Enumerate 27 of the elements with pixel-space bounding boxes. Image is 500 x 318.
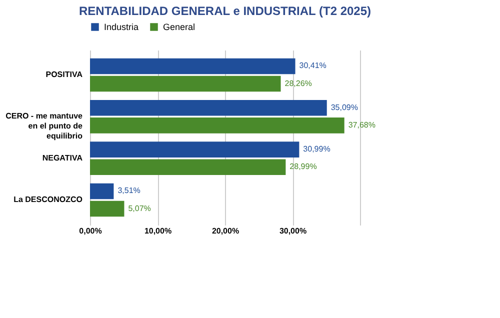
y-tick-label: POSITIVA (46, 70, 83, 79)
y-tick-label: La DESCONOZCO (14, 195, 82, 204)
chart-title: RENTABILIDAD GENERAL e INDUSTRIAL (T2 2025) (78, 4, 372, 18)
bar (90, 200, 124, 217)
data-label: 30,41% (299, 61, 326, 70)
bar (90, 159, 286, 175)
y-tick-label: NEGATIVA (42, 153, 83, 162)
bar (90, 142, 300, 158)
data-label: 28,26% (284, 78, 312, 88)
bar (90, 100, 327, 116)
bar (90, 58, 296, 74)
bar (90, 76, 281, 92)
x-tick-label: 20,00% (212, 226, 240, 236)
data-label: 5,07% (128, 204, 151, 213)
legend-label: Industria (104, 22, 139, 32)
data-label: 3,51% (118, 186, 140, 196)
legend-label: General (163, 22, 196, 32)
data-label: 37,68% (348, 120, 376, 130)
x-tick-label: 0,00% (79, 226, 102, 236)
bar (90, 183, 114, 200)
data-label: 35,09% (330, 102, 358, 112)
data-label: 28,99% (290, 162, 317, 172)
x-tick-label: 10,00% (144, 226, 172, 236)
x-tick-label: 30,00% (279, 226, 307, 236)
y-tick-label: CERO - me mantuve en el punto de equilibrio (6, 112, 84, 141)
bar (90, 118, 344, 134)
data-label: 30,99% (303, 144, 330, 154)
